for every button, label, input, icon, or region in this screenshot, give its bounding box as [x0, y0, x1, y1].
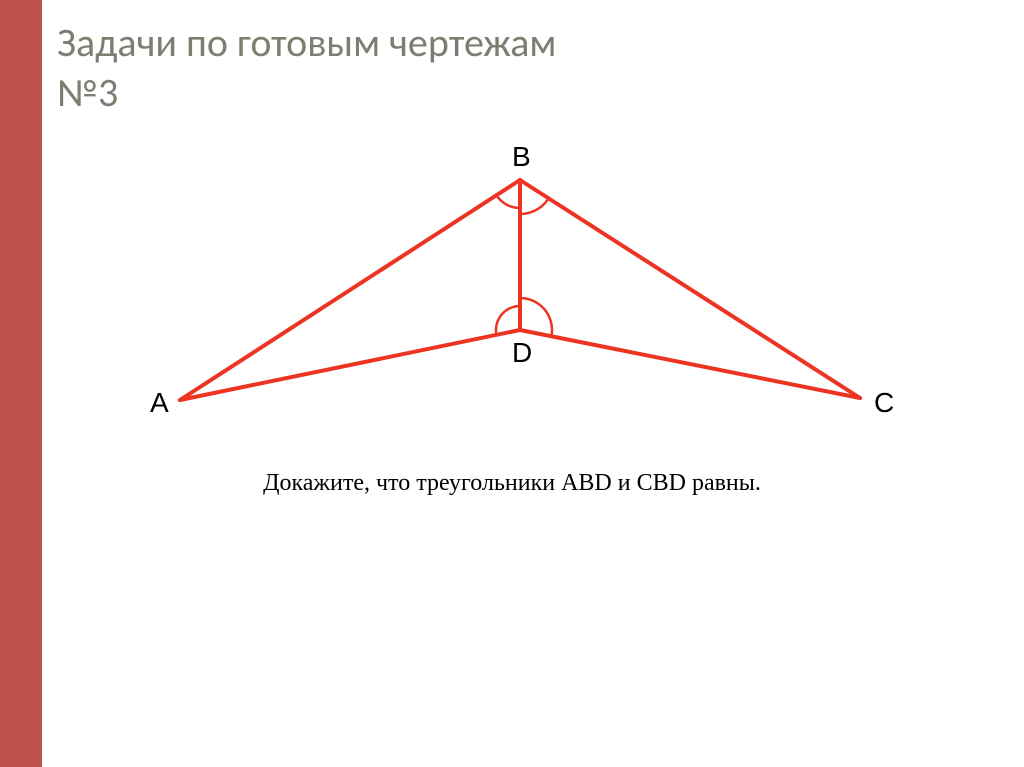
title-line-2: №3 — [57, 68, 556, 118]
slide: { "sidebar": { "color": "#c0504d", "widt… — [0, 0, 1024, 767]
slide-title: Задачи по готовым чертежам №3 — [57, 18, 556, 118]
accent-sidebar — [0, 0, 42, 767]
problem-statement: Докажите, что треугольники ABD и CBD рав… — [0, 470, 1024, 497]
vertex-label-A: A — [150, 387, 169, 418]
diagram-svg: A B C D — [120, 140, 900, 460]
geometry-diagram: A B C D — [120, 140, 900, 460]
vertex-label-B: B — [512, 141, 531, 172]
vertex-label-C: C — [874, 387, 894, 418]
title-line-1: Задачи по готовым чертежам — [57, 18, 556, 68]
vertex-label-D: D — [512, 337, 532, 368]
